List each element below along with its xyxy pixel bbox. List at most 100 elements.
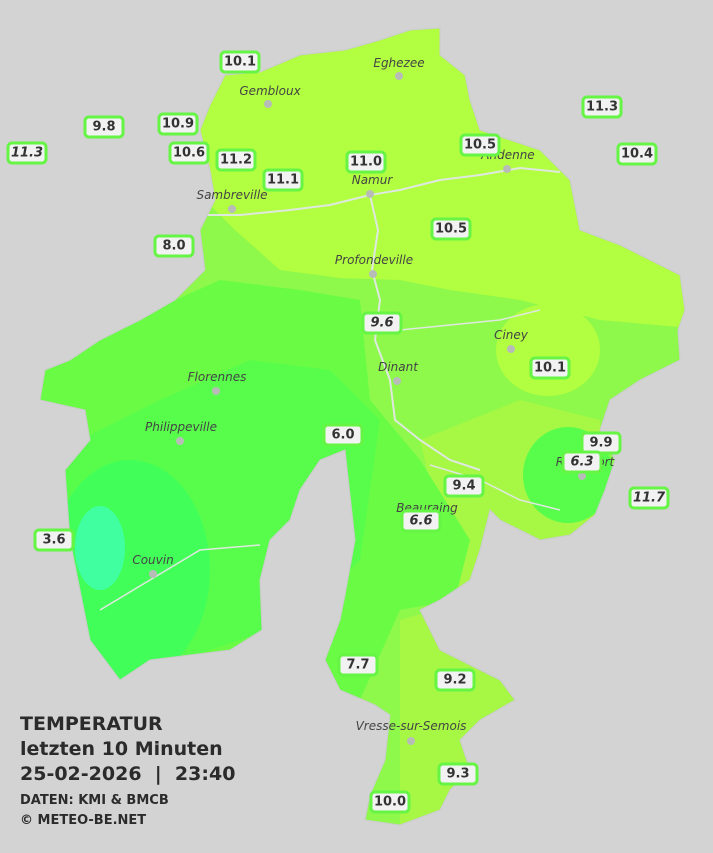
station: 6.6 [400,509,442,533]
station-box [215,148,257,172]
station: 10.5 [459,133,501,157]
place-dot [393,377,401,385]
station-value: 10.0 [374,795,406,810]
station-box [219,50,261,74]
station: 11.3 [6,141,48,165]
station-value: 9.4 [452,479,475,494]
station-value: 9.6 [370,316,393,331]
station-box [437,762,479,786]
station-box [434,668,476,692]
station-box [561,450,603,474]
place-name: Vresse-sur-Semois [356,719,467,733]
station: 10.1 [219,50,261,74]
station: 10.0 [369,790,411,814]
station-value: 10.1 [534,361,566,376]
station-value: 9.9 [589,436,612,451]
station-value: 6.3 [570,455,593,470]
station: 11.0 [345,150,387,174]
station-value: 11.0 [350,155,382,170]
place-name: Sambreville [196,188,267,202]
place-dot [264,100,272,108]
station-value: 9.8 [92,120,115,135]
station-value: 9.2 [443,673,466,688]
station-value: 11.7 [633,491,666,506]
station-value: 9.3 [446,767,469,782]
station-value: 10.1 [224,55,256,70]
station: 11.2 [215,148,257,172]
station: 10.5 [430,217,472,241]
subtitle: letzten 10 Minuten [20,738,223,760]
station: 3.6 [33,528,75,552]
station-box [337,653,379,677]
station: 9.9 [580,431,622,455]
station-value: 6.0 [331,428,354,443]
station-value: 8.0 [162,239,185,254]
station-value: 6.6 [409,514,432,529]
station-value: 11.1 [267,173,299,188]
station-box [157,112,199,136]
station: 11.3 [581,95,623,119]
station-value: 7.7 [346,658,369,673]
title: TEMPERATUR [20,713,163,735]
station: 6.3 [561,450,603,474]
place-name: Profondeville [335,253,413,267]
place-dot [578,472,586,480]
station-box [262,168,304,192]
station: 7.7 [337,653,379,677]
station-value: 10.4 [621,147,653,162]
station-box [6,141,48,165]
station-value: 3.6 [42,533,65,548]
station: 10.1 [529,356,571,380]
station-box [322,423,364,447]
place-name: Namur [352,173,394,187]
place-name: Philippeville [145,420,217,434]
place-dot [366,190,374,198]
station-value: 10.6 [173,146,205,161]
place-name: Florennes [188,370,247,384]
station: 9.6 [361,311,403,335]
station-value: 11.3 [586,100,618,115]
place-dot [176,437,184,445]
station: 9.2 [434,668,476,692]
station: 10.6 [168,141,210,165]
station: 11.1 [262,168,304,192]
station-box [529,356,571,380]
place-name: Dinant [378,360,419,374]
station-value: 11.2 [220,153,252,168]
station-box [83,115,125,139]
stations: 10.1 9.8 10.9 11.3 10.6 11.2 11.1 11.0 10.5 11.3 1… [6,50,670,814]
station: 8.0 [153,234,195,258]
station: 9.3 [437,762,479,786]
place-dot [149,570,157,578]
source: DATEN: KMI & BMCB [20,793,169,808]
station: 10.4 [616,142,658,166]
station-value: 10.5 [435,222,467,237]
station-box [345,150,387,174]
place-dot [503,165,511,173]
station: 9.8 [83,115,125,139]
station-box [33,528,75,552]
station: 10.9 [157,112,199,136]
station-box [369,790,411,814]
station: 6.0 [322,423,364,447]
place-name: Ciney [494,328,529,342]
station-box [400,509,442,533]
station-value: 10.9 [162,117,194,132]
station-box [430,217,472,241]
place-dot [507,345,515,353]
place-dot [407,737,415,745]
timestamp: 25-02-2026 | 23:40 [20,763,235,785]
place-name: Gembloux [239,84,301,98]
place-dot [228,205,236,213]
legend-text: TEMPERATUR letzten 10 Minuten 25-02-2026… [20,713,235,828]
station-box [153,234,195,258]
station-box [443,474,485,498]
station-box [616,142,658,166]
place-name: Eghezee [373,56,424,70]
station: 11.7 [628,486,670,510]
place-dot [212,387,220,395]
place-name: Couvin [132,553,173,567]
station-box [581,95,623,119]
station: 9.4 [443,474,485,498]
